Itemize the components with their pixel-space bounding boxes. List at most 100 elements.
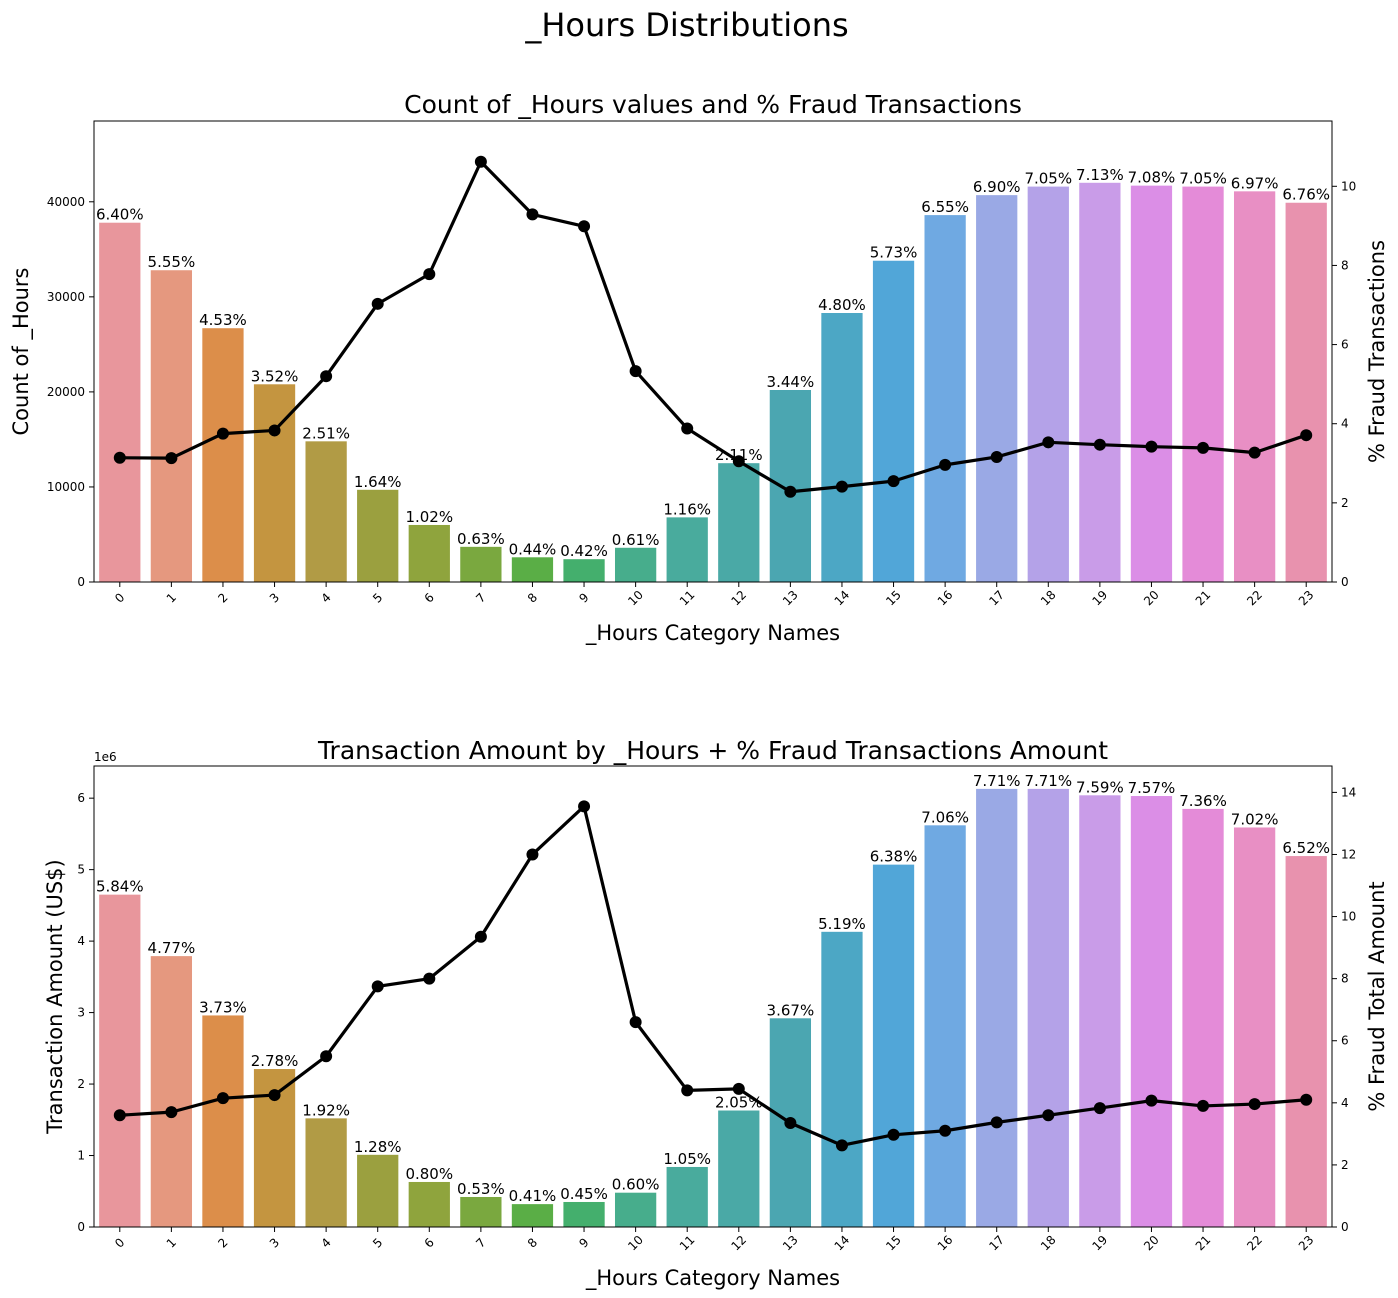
bar-17 (976, 195, 1018, 583)
y-tick-label: 2 (77, 1077, 85, 1091)
x-tick-label: 19 (1090, 588, 1111, 609)
fraud-percent-point (1248, 446, 1261, 459)
x-tick-label: 3 (267, 1235, 282, 1250)
y2-tick-label: 8 (1341, 258, 1349, 272)
fraud-percent-point (784, 1117, 797, 1130)
fraud-percent-point (1093, 438, 1106, 451)
bar-12 (718, 463, 760, 582)
fraud-percent-point (268, 1089, 281, 1102)
y-tick-label: 6 (77, 791, 85, 805)
bar-5 (357, 1154, 399, 1227)
x-tick-label: 20 (1141, 588, 1162, 609)
fraud-percent-point (939, 458, 952, 471)
bar-data-label: 2.78% (251, 1052, 299, 1070)
fraud-percent-point (216, 427, 229, 440)
bar-data-label: 3.52% (251, 367, 299, 385)
bar-data-label: 0.53% (457, 1180, 505, 1198)
x-tick-label: 9 (576, 1235, 591, 1250)
fraud-percent-point (371, 297, 384, 310)
fraud-percent-point (732, 1082, 745, 1095)
bar-data-label: 6.90% (973, 178, 1021, 196)
bar-0 (99, 222, 141, 583)
fraud-percent-point (423, 268, 436, 281)
y2-tick-label: 4 (1341, 1096, 1349, 1110)
bar-data-label: 7.13% (1076, 166, 1124, 184)
x-tick-label: 16 (935, 1233, 956, 1254)
y2-tick-label: 2 (1341, 1158, 1349, 1172)
fraud-percent-point (268, 424, 281, 437)
fraud-percent-point (578, 220, 591, 233)
x-tick-label: 20 (1141, 1233, 1162, 1254)
bar-data-label: 7.05% (1024, 170, 1072, 188)
fraud-percent-point (474, 155, 487, 168)
bar-18 (1027, 788, 1069, 1227)
chart-title: Transaction Amount by _Hours + % Fraud T… (317, 736, 1108, 765)
fraud-percent-point (732, 455, 745, 468)
x-axis-label: _Hours Category Names (585, 1266, 840, 1291)
bar-data-label: 0.60% (612, 1176, 660, 1194)
x-tick-label: 8 (525, 590, 540, 605)
bar-data-label: 5.55% (148, 253, 196, 271)
bar-14 (821, 931, 863, 1227)
bar-9 (563, 559, 605, 582)
bar-data-label: 7.05% (1179, 170, 1227, 188)
x-tick-label: 15 (883, 1233, 904, 1254)
x-tick-label: 14 (832, 588, 853, 609)
fraud-percent-point (320, 370, 333, 383)
x-tick-label: 1 (164, 590, 179, 605)
fraud-percent-point (113, 451, 126, 464)
bar-22 (1233, 191, 1276, 583)
fraud-percent-point (887, 475, 900, 488)
fraud-percent-point (1042, 436, 1055, 449)
y2-tick-label: 8 (1341, 972, 1349, 986)
bar-5 (357, 489, 399, 582)
bar-data-label: 7.06% (921, 808, 969, 826)
fraud-percent-point (320, 1050, 333, 1063)
x-tick-label: 18 (1038, 588, 1059, 609)
x-tick-label: 5 (370, 1235, 385, 1250)
bar-6 (408, 524, 450, 582)
y-tick-label: 4 (77, 934, 85, 948)
bar-data-label: 2.11% (715, 446, 763, 464)
bar-data-label: 0.63% (457, 530, 505, 548)
y2-axis-label: % Fraud Transactions (1365, 240, 1389, 463)
bar-20 (1130, 796, 1173, 1227)
x-tick-label: 11 (677, 1233, 698, 1254)
x-tick-label: 23 (1296, 588, 1317, 609)
bar-19 (1079, 795, 1121, 1227)
bar-data-label: 1.05% (663, 1150, 711, 1168)
x-tick-label: 15 (883, 588, 904, 609)
bar-10 (614, 547, 657, 582)
y2-tick-label: 6 (1341, 1034, 1349, 1048)
x-tick-label: 4 (318, 1235, 333, 1250)
x-tick-label: 16 (935, 588, 956, 609)
fraud-percent-point (474, 930, 487, 943)
fraud-percent-point (784, 485, 797, 498)
fraud-percent-point (1093, 1102, 1106, 1115)
bar-data-label: 4.80% (818, 296, 866, 314)
fraud-percent-point (939, 1124, 952, 1137)
bar-data-label: 7.71% (1024, 772, 1072, 790)
bar-0 (99, 894, 141, 1227)
x-tick-label: 12 (728, 1233, 749, 1254)
bar-data-label: 6.38% (870, 848, 918, 866)
x-tick-label: 17 (986, 588, 1007, 609)
bar-data-label: 6.55% (921, 198, 969, 216)
bar-data-label: 7.71% (973, 772, 1021, 790)
y2-tick-label: 0 (1341, 1220, 1349, 1234)
bar-data-label: 7.08% (1128, 169, 1176, 187)
bar-7 (460, 1196, 502, 1227)
y2-tick-label: 6 (1341, 338, 1349, 352)
x-tick-label: 13 (780, 588, 801, 609)
x-tick-label: 22 (1244, 1233, 1265, 1254)
x-tick-label: 13 (780, 1233, 801, 1254)
fraud-percent-point (1042, 1109, 1055, 1122)
y-tick-label: 40000 (47, 195, 85, 209)
bar-data-label: 0.44% (509, 540, 557, 558)
bar-data-label: 7.02% (1231, 810, 1279, 828)
fraud-percent-point (681, 1084, 694, 1097)
x-tick-label: 12 (728, 588, 749, 609)
plot-frame (93, 765, 1333, 1228)
fraud-percent-point (1248, 1098, 1261, 1111)
x-tick-label: 0 (112, 590, 127, 605)
